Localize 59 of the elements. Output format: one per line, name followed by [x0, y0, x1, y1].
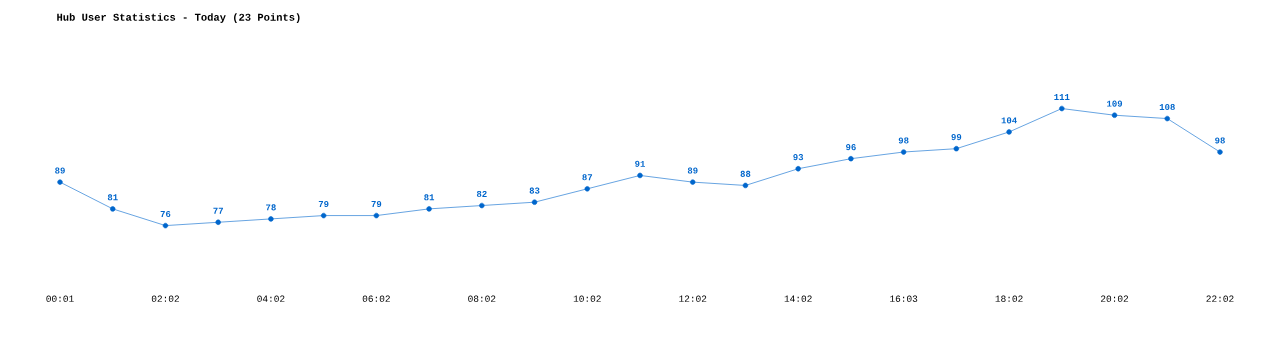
point	[742, 182, 749, 189]
data-label: 98	[1215, 137, 1225, 144]
point	[1164, 115, 1170, 122]
data-label: 93	[793, 154, 804, 161]
point	[584, 186, 590, 192]
point	[531, 199, 538, 205]
point	[1006, 129, 1012, 135]
point	[426, 206, 432, 212]
x-tick-label: 04:02	[257, 295, 285, 302]
data-label: 111	[1054, 94, 1070, 101]
x-tick-label: 08:02	[468, 295, 496, 302]
data-label: 81	[424, 194, 435, 201]
data-label: 108	[1159, 103, 1175, 111]
x-tick-label: 16:03	[890, 295, 918, 302]
data-label: 82	[476, 190, 487, 198]
point	[320, 212, 327, 219]
data-label: 78	[266, 204, 276, 211]
point	[848, 156, 854, 162]
point	[953, 145, 960, 152]
point	[637, 172, 643, 179]
x-tick-label: 00:01	[46, 295, 74, 302]
data-label: 87	[582, 174, 593, 181]
point	[479, 202, 485, 209]
x-tick-label: 18:02	[995, 295, 1023, 302]
x-tick-label: 06:02	[362, 295, 390, 302]
chart-title: Hub User Statistics - Today (23 Points)	[57, 13, 300, 23]
data-label: 109	[1107, 100, 1123, 107]
data-label: 89	[55, 167, 65, 174]
x-tick-label: 22:02	[1206, 295, 1234, 302]
point	[373, 212, 380, 219]
x-tick-label: 20:02	[1101, 295, 1129, 302]
point	[110, 206, 116, 212]
point	[1217, 149, 1223, 155]
data-label: 76	[160, 211, 171, 218]
data-label: 83	[529, 187, 540, 194]
data-label: 104	[1001, 117, 1017, 124]
point	[1059, 105, 1065, 112]
data-label: 79	[371, 200, 382, 208]
point	[690, 179, 696, 185]
point	[900, 149, 907, 155]
x-tick-label: 12:02	[679, 295, 707, 302]
data-label: 91	[635, 160, 645, 167]
data-label: 81	[107, 194, 118, 201]
data-label: 99	[951, 134, 962, 141]
x-tick-label: 10:02	[573, 295, 601, 302]
data-label: 77	[213, 207, 223, 214]
x-tick-label: 02:02	[151, 295, 179, 302]
point	[215, 219, 221, 225]
data-label: 96	[846, 144, 856, 151]
point	[57, 179, 63, 185]
point	[268, 216, 274, 222]
point	[1111, 112, 1118, 118]
point	[795, 166, 801, 172]
data-label: 79	[318, 200, 329, 208]
data-label: 88	[740, 170, 751, 177]
data-label: 89	[687, 167, 698, 174]
point	[162, 222, 169, 229]
data-label: 98	[898, 137, 909, 144]
x-tick-label: 14:02	[784, 295, 812, 302]
